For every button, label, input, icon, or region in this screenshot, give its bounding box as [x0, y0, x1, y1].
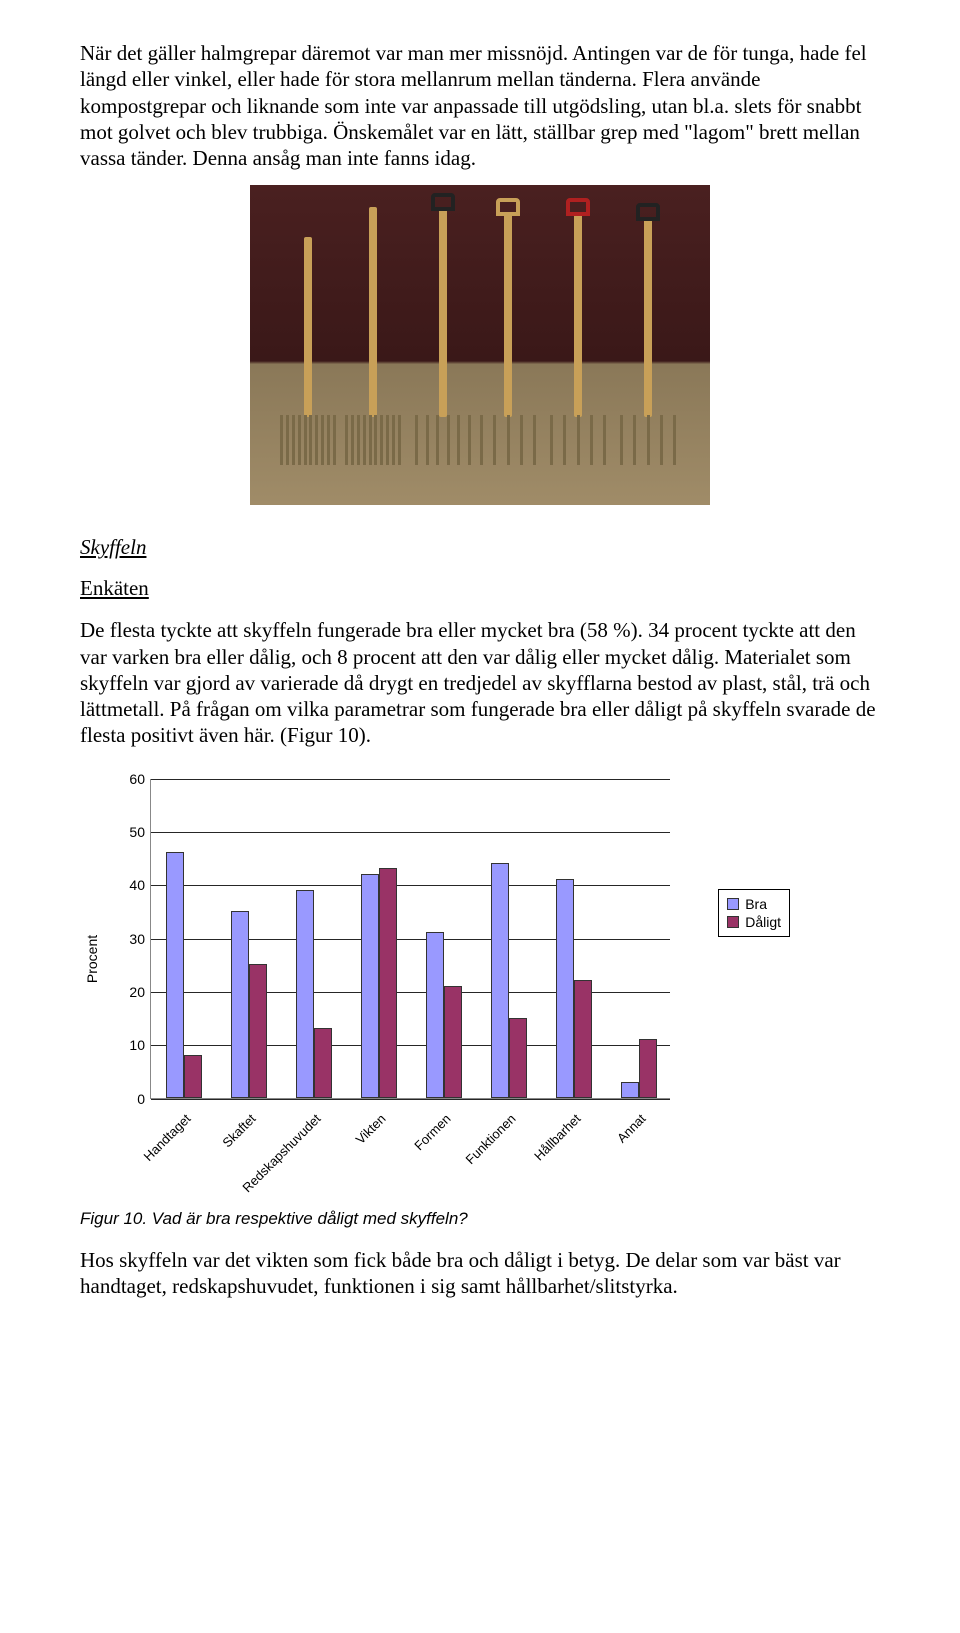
- chart-bar-group: [426, 932, 472, 1097]
- chart-ytick: 40: [121, 877, 145, 893]
- chart-ytick: 20: [121, 984, 145, 1000]
- fork-illustration: [345, 195, 401, 465]
- chart-ytick: 10: [121, 1037, 145, 1053]
- chart-bar: [166, 852, 184, 1097]
- legend-label-daligt: Dåligt: [745, 914, 781, 930]
- chart-xtick-label: Skaftet: [219, 1111, 258, 1150]
- fork-illustration: [280, 225, 336, 465]
- fork-illustration: [415, 195, 471, 465]
- chart-bar: [314, 1028, 332, 1097]
- chart-bar-group: [556, 879, 602, 1098]
- chart-bar: [184, 1055, 202, 1098]
- chart-bar: [444, 986, 462, 1098]
- chart-bar: [379, 868, 397, 1097]
- figure-caption: Figur 10. Vad är bra respektive dåligt m…: [80, 1209, 880, 1229]
- legend-label-bra: Bra: [745, 896, 767, 912]
- skyffeln-paragraph: De flesta tyckte att skyffeln fungerade …: [80, 617, 880, 748]
- chart-bar-group: [491, 863, 537, 1098]
- fork-illustration: [480, 200, 536, 465]
- chart-bar-group: [166, 852, 212, 1097]
- chart-ytick: 50: [121, 824, 145, 840]
- chart-xtick-label: Funktionen: [462, 1111, 518, 1167]
- chart-legend: Bra Dåligt: [718, 889, 790, 937]
- chart-y-axis-label: Procent: [84, 934, 100, 982]
- chart-bar: [296, 890, 314, 1098]
- chart-bar: [426, 932, 444, 1097]
- chart-ytick: 0: [121, 1091, 145, 1107]
- intro-paragraph: När det gäller halmgrepar däremot var ma…: [80, 40, 880, 171]
- fork-illustration: [620, 205, 676, 465]
- chart-bar-group: [361, 868, 407, 1097]
- chart-bar: [556, 879, 574, 1098]
- chart-xtick-label: Handtaget: [140, 1111, 193, 1164]
- closing-paragraph: Hos skyffeln var det vikten som fick båd…: [80, 1247, 880, 1300]
- legend-item-daligt: Dåligt: [727, 914, 781, 930]
- chart-bar: [509, 1018, 527, 1098]
- chart-xtick-label: Hållbarhet: [531, 1111, 584, 1164]
- legend-swatch-daligt: [727, 916, 739, 928]
- fork-illustration: [550, 200, 606, 465]
- chart-bar: [249, 964, 267, 1097]
- forks-photo: [80, 185, 880, 505]
- chart-bar: [231, 911, 249, 1098]
- chart-bar: [639, 1039, 657, 1098]
- chart-xtick-label: Annat: [613, 1111, 648, 1146]
- chart-xtick-label: Vikten: [352, 1111, 388, 1147]
- chart-bar: [361, 874, 379, 1098]
- chart-ytick: 60: [121, 771, 145, 787]
- chart-bar: [621, 1082, 639, 1098]
- chart-bar-group: [621, 1039, 667, 1098]
- chart-bar: [491, 863, 509, 1098]
- chart-ytick: 30: [121, 931, 145, 947]
- chart-bar-group: [231, 911, 277, 1098]
- legend-item-bra: Bra: [727, 896, 781, 912]
- legend-swatch-bra: [727, 898, 739, 910]
- chart-bar: [574, 980, 592, 1097]
- chart-bar-group: [296, 890, 342, 1098]
- chart-figure-10: Procent 0102030405060 Bra Dåligt Handtag…: [90, 769, 880, 1149]
- chart-xtick-label: Formen: [411, 1111, 453, 1153]
- section-heading-skyffeln: Skyffeln: [80, 535, 880, 560]
- section-heading-enkaten: Enkäten: [80, 576, 880, 601]
